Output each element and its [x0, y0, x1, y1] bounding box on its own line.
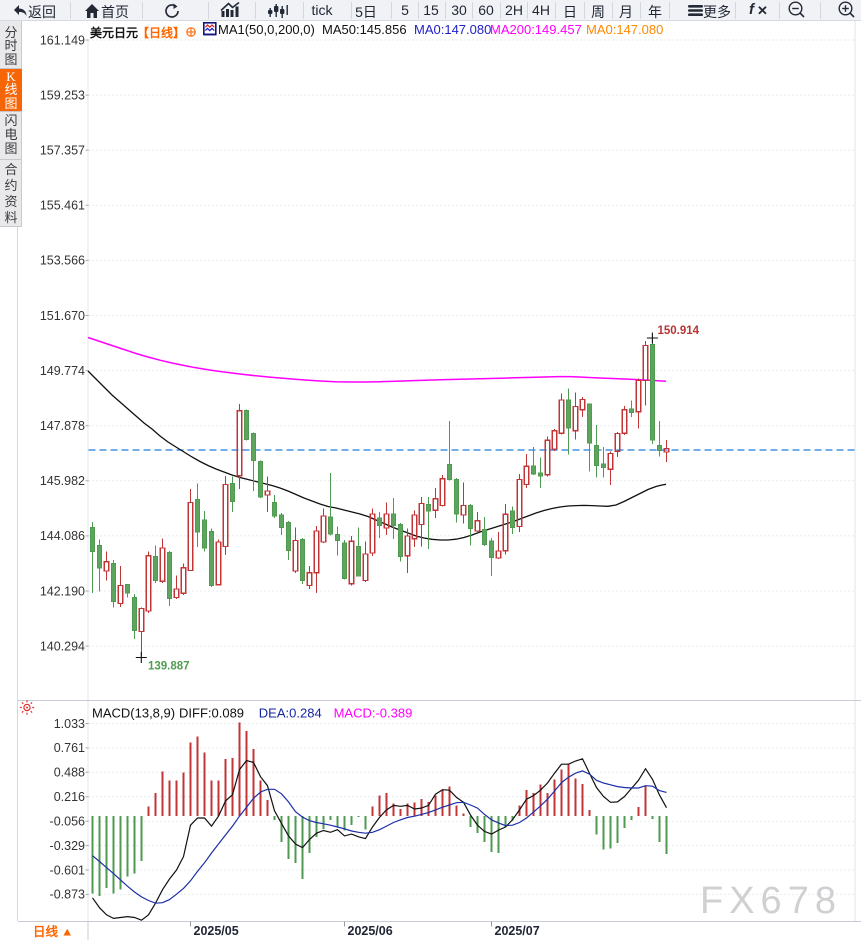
- svg-text:139.887: 139.887: [148, 661, 190, 673]
- svg-text:144.086: 144.086: [40, 529, 85, 543]
- svg-text:MACD(13,8,9): MACD(13,8,9): [92, 706, 175, 721]
- svg-text:161.149: 161.149: [40, 33, 85, 47]
- svg-text:159.253: 159.253: [40, 88, 85, 102]
- svg-text:147.878: 147.878: [40, 419, 85, 433]
- svg-text:日线: 日线: [33, 924, 59, 939]
- svg-text:142.190: 142.190: [40, 584, 85, 598]
- svg-text:DIFF:0.089: DIFF:0.089: [179, 706, 244, 721]
- svg-text:FX678: FX678: [700, 880, 842, 922]
- svg-text:0.488: 0.488: [54, 766, 85, 780]
- svg-text:149.774: 149.774: [40, 364, 85, 378]
- svg-text:MACD:-0.389: MACD:-0.389: [334, 706, 413, 721]
- svg-text:-0.601: -0.601: [50, 863, 85, 877]
- svg-text:145.982: 145.982: [40, 474, 85, 488]
- svg-text:140.294: 140.294: [40, 639, 85, 653]
- svg-text:155.461: 155.461: [40, 199, 85, 213]
- svg-text:0.761: 0.761: [54, 741, 85, 755]
- svg-text:157.357: 157.357: [40, 144, 85, 158]
- svg-text:DEA:0.284: DEA:0.284: [259, 706, 322, 721]
- svg-text:2025/05: 2025/05: [194, 924, 239, 938]
- svg-text:-0.873: -0.873: [50, 888, 85, 902]
- svg-text:2025/06: 2025/06: [348, 924, 393, 938]
- svg-text:0.216: 0.216: [54, 790, 85, 804]
- svg-text:150.914: 150.914: [658, 325, 700, 337]
- svg-text:151.670: 151.670: [40, 309, 85, 323]
- svg-text:2025/07: 2025/07: [495, 924, 540, 938]
- svg-text:-0.329: -0.329: [50, 839, 85, 853]
- svg-text:1.033: 1.033: [54, 717, 85, 731]
- svg-text:153.566: 153.566: [40, 254, 85, 268]
- svg-text:-0.056: -0.056: [50, 815, 85, 829]
